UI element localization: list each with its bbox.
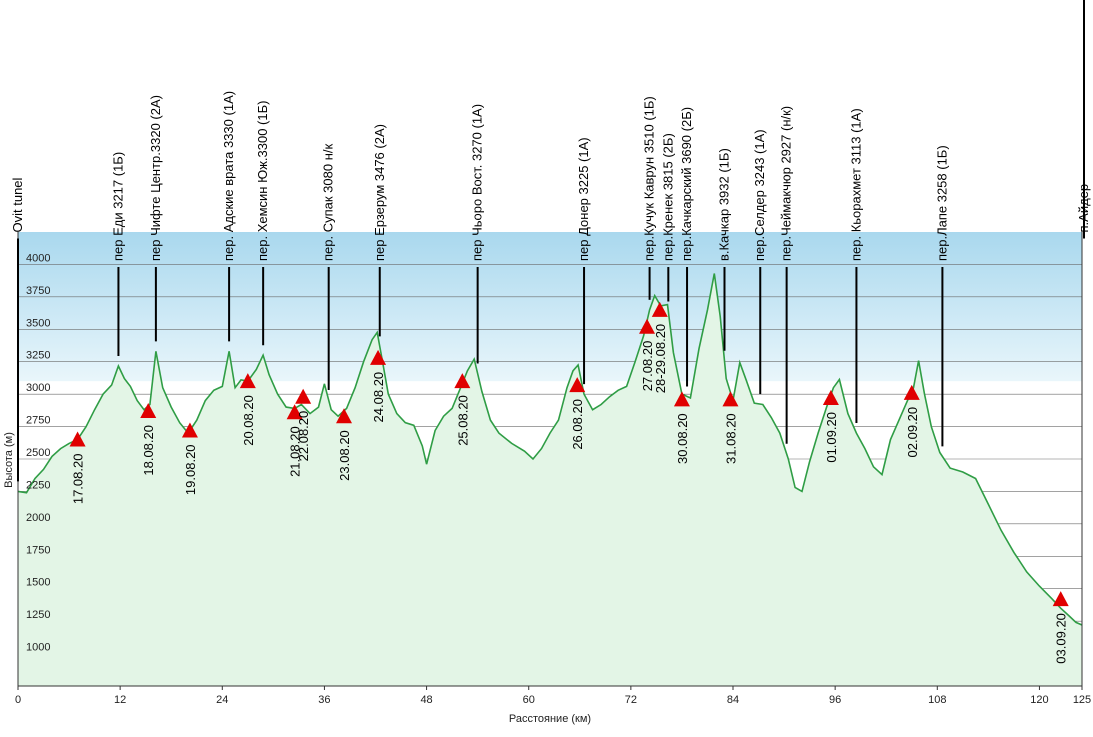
camp-date-20-08-20: 20.08.20 <box>241 395 256 446</box>
x-axis-label: Расстояние (км) <box>509 713 591 725</box>
camp-marker-0 <box>69 431 86 447</box>
y-tick-3000: 3000 <box>26 382 50 394</box>
x-tick-48: 48 <box>420 694 432 706</box>
x-tick-120: 120 <box>1030 694 1048 706</box>
camp-date-24-08-20: 24.08.20 <box>371 372 386 423</box>
camp-date-26-08-20: 26.08.20 <box>570 399 585 450</box>
pass-label-пер-ерзерум-3476-2а: пер Ерзерум 3476 (2А) <box>372 124 387 261</box>
pass-label-пер-еди-3217-1б: пер Еди 3217 (1Б) <box>110 152 125 261</box>
camp-date-25-08-20: 25.08.20 <box>455 395 470 446</box>
pass-label-пер-селдер-3243-1а: пер.Селдер 3243 (1А) <box>752 129 767 261</box>
x-tick-labels: 0 12 24 36 48 60 72 84 96 108 120 125 <box>15 694 1091 706</box>
pass-label-пер-супак-3080-н-к: пер. Супак 3080 н/к <box>321 144 336 262</box>
pass-label-пер-чьоро-вост-3270-1а: пер Чьоро Вост. 3270 (1А) <box>470 104 485 261</box>
y-tick-2500: 2500 <box>26 447 50 459</box>
camp-date-22-08-20: 22.08.20 <box>296 411 311 462</box>
x-tick-125: 125 <box>1073 694 1091 706</box>
camp-date-31-08-20: 31.08.20 <box>723 413 738 464</box>
camp-date-19-08-20: 19.08.20 <box>183 444 198 495</box>
camp-date-03-09-20: 03.09.20 <box>1054 613 1069 664</box>
y-tick-2000: 2000 <box>26 512 50 524</box>
x-tick-72: 72 <box>625 694 637 706</box>
camp-date-17-08-20: 17.08.20 <box>71 454 86 505</box>
x-tick-36: 36 <box>318 694 330 706</box>
camp-date-21-08-20: 21.08.20 <box>288 426 303 477</box>
pass-label-в-качкар-3932-1б: в.Качкар 3932 (1Б) <box>716 148 731 261</box>
camp-date-27-08-20: 27.08.20 <box>640 341 655 392</box>
y-tick-3500: 3500 <box>26 317 50 329</box>
y-tick-1000: 1000 <box>26 642 50 654</box>
y-tick-4000: 4000 <box>26 252 50 264</box>
camp-marker-2 <box>181 422 198 438</box>
x-tick-12: 12 <box>114 694 126 706</box>
camp-marker-14 <box>822 390 839 406</box>
y-tick-labels: 1000 1250 1500 1750 2000 2250 2500 2750 3000 3250… <box>26 252 50 653</box>
pass-label-ovit-tunel: Ovit tunel <box>10 177 25 232</box>
camp-date-30-08-20: 30.08.20 <box>675 413 690 464</box>
pass-label-пер-донер-3225-1а: пер Донер 3225 (1А) <box>576 137 591 261</box>
camp-markers: 17.08.20 18.08.20 19.08.20 20.08.20 21.08.20… <box>69 301 1069 664</box>
pass-label-пер-адские-врата-3330-1а: пер. Адские врата 3330 (1А) <box>221 91 236 261</box>
camp-date-02-09-20: 02.09.20 <box>905 407 920 458</box>
pass-label-пер-чеймакчюр-2927-н-к: пер.Чеймакчюр 2927 (н/к) <box>779 106 794 261</box>
pass-label-пер-кучук-каврун-3510-1б: пер.Кучук Каврун 3510 (1Б) <box>642 96 657 261</box>
pass-label-пер-хемсин-юж-3300-1б: пер. Хемсин Юж.3300 (1Б) <box>255 101 270 262</box>
camp-marker-12 <box>673 391 690 407</box>
y-tick-3750: 3750 <box>26 285 50 297</box>
y-tick-1750: 1750 <box>26 544 50 556</box>
camp-date-18-08-20: 18.08.20 <box>141 425 156 476</box>
high-altitude-band <box>18 232 1082 382</box>
elevation-area <box>18 273 1082 686</box>
y-tick-1500: 1500 <box>26 577 50 589</box>
camp-date-28-29-08-20: 28-29.08.20 <box>653 324 668 393</box>
camp-marker-5 <box>295 388 312 404</box>
camp-marker-16 <box>1052 591 1069 607</box>
pass-label-пер-кренек-3815-2б: пер.Кренек 3815 (2Б) <box>660 133 675 261</box>
camp-marker-7 <box>370 349 387 365</box>
y-tick-1250: 1250 <box>26 609 50 621</box>
x-tick-60: 60 <box>523 694 535 706</box>
pass-markers: Ovit tunel пер Еди 3217 (1Б) пер Чифте Цен… <box>10 0 1091 482</box>
x-tick-0: 0 <box>15 694 21 706</box>
x-tick-96: 96 <box>829 694 841 706</box>
camp-marker-3 <box>239 373 256 389</box>
camp-marker-8 <box>454 373 471 389</box>
camp-marker-15 <box>903 384 920 400</box>
camp-marker-10 <box>639 318 656 334</box>
camp-date-23-08-20: 23.08.20 <box>337 430 352 481</box>
camp-marker-4 <box>286 404 303 420</box>
camp-marker-13 <box>722 391 739 407</box>
pass-label-п-айдер: п.Айдер <box>1076 184 1091 233</box>
camp-marker-9 <box>569 377 586 393</box>
y-tick-3250: 3250 <box>26 350 50 362</box>
camp-marker-1 <box>140 403 157 419</box>
x-tick-24: 24 <box>216 694 228 706</box>
pass-label-пер-чифте-центр-3320-2а: пер Чифте Центр.3320 (2А) <box>148 95 163 261</box>
y-tick-2750: 2750 <box>26 415 50 427</box>
pass-label-пер-качкарский-3690-2б: пер.Качкарский 3690 (2Б) <box>679 107 694 261</box>
x-tick-84: 84 <box>727 694 739 706</box>
pass-label-пер-кьорахмет-3113-1а: пер. Кьорахмет 3113 (1А) <box>848 108 863 261</box>
camp-marker-11 <box>651 301 668 317</box>
pass-label-пер-лапе-3258-1б: пер.Лапе 3258 (1Б) <box>934 145 949 261</box>
y-axis-label: Высота (м) <box>3 432 15 488</box>
x-tick-108: 108 <box>928 694 946 706</box>
y-tick-2250: 2250 <box>26 479 50 491</box>
camp-date-01-09-20: 01.09.20 <box>824 412 839 463</box>
camp-marker-6 <box>336 408 353 424</box>
